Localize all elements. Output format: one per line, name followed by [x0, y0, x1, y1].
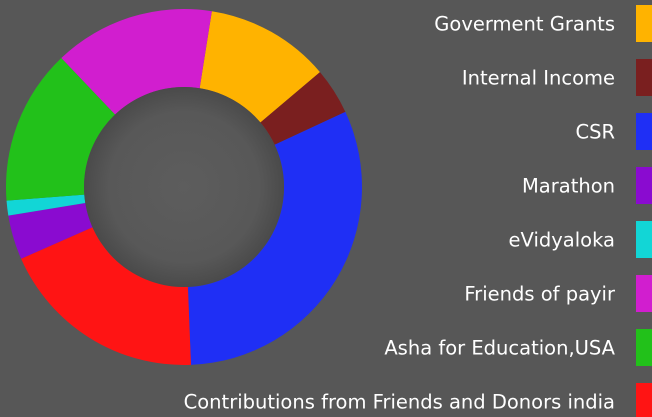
- legend-swatch-goverment-grants: [636, 5, 652, 42]
- legend-label-marathon: Marathon: [522, 175, 615, 198]
- slice-csr: [187, 111, 362, 365]
- legend: Goverment Grants Internal Income CSR Marath…: [184, 5, 652, 417]
- legend-label-internal-income: Internal Income: [462, 67, 615, 90]
- legend-swatch-contributions-from-friends-and-donors-india: [636, 383, 652, 417]
- slice-marathon: [8, 203, 93, 259]
- slice-friends-of-payir: [61, 8, 212, 115]
- legend-label-contributions-from-friends-and-donors-india: Contributions from Friends and Donors in…: [184, 391, 615, 414]
- slice-goverment-grants: [199, 11, 320, 123]
- legend-label-asha-for-education-usa: Asha for Education,USA: [384, 337, 615, 360]
- legend-label-friends-of-payir: Friends of payir: [464, 283, 616, 306]
- slice-asha-for-education-usa: [6, 58, 116, 201]
- legend-swatch-asha-for-education-usa: [636, 329, 652, 366]
- slice-internal-income: [260, 72, 346, 145]
- legend-swatch-evidyaloka: [636, 221, 652, 258]
- slice-contributions-from-friends-and-donors-india: [21, 227, 191, 365]
- legend-swatch-csr: [636, 113, 652, 150]
- legend-swatch-internal-income: [636, 59, 652, 96]
- legend-label-csr: CSR: [575, 121, 615, 144]
- legend-label-goverment-grants: Goverment Grants: [434, 13, 615, 36]
- legend-swatch-marathon: [636, 167, 652, 204]
- slice-evidyaloka: [6, 194, 86, 216]
- donut-hole: [84, 87, 284, 287]
- legend-swatch-friends-of-payir: [636, 275, 652, 312]
- donut-slices: [6, 8, 362, 365]
- legend-label-evidyaloka: eVidyaloka: [509, 229, 615, 252]
